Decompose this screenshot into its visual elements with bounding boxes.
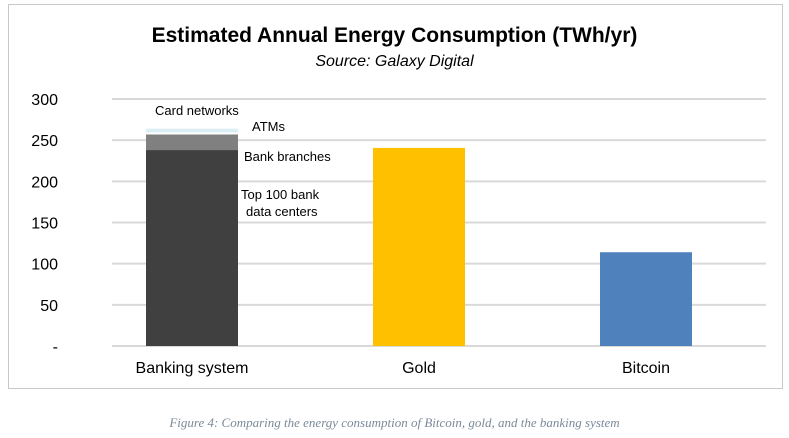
y-tick-label: - (53, 339, 58, 356)
series-annotation: Card networks (155, 103, 239, 118)
x-tick-label: Gold (402, 360, 436, 377)
bar-segment (146, 132, 238, 135)
bar-chart: - 50 100 150 200 250 300 Banking system Gold Bitc… (31, 92, 766, 377)
chart-subtitle: Source: Galaxy Digital (315, 53, 474, 70)
bar-segment (146, 134, 238, 151)
y-tick-label: 100 (31, 257, 58, 274)
bar-segment (600, 252, 692, 346)
y-tick-label: 300 (31, 92, 58, 109)
bar-segment (373, 147, 465, 346)
x-tick-label: Banking system (136, 360, 249, 377)
figure-caption: Figure 4: Comparing the energy consumpti… (169, 415, 620, 430)
y-tick-label: 50 (40, 298, 58, 315)
x-tick-label: Bitcoin (622, 360, 670, 377)
y-tick-label: 150 (31, 216, 58, 233)
y-tick-label: 200 (31, 174, 58, 191)
chart-frame (8, 4, 783, 389)
bar-segment (146, 128, 238, 133)
bar-segment (146, 150, 238, 346)
series-annotation: Bank branches (244, 149, 331, 164)
series-annotation: Top 100 bank (241, 187, 320, 202)
series-annotation: data centers (246, 204, 318, 219)
series-annotation: ATMs (252, 119, 285, 134)
chart-title: Estimated Annual Energy Consumption (TWh… (151, 24, 638, 47)
y-tick-label: 250 (31, 133, 58, 150)
